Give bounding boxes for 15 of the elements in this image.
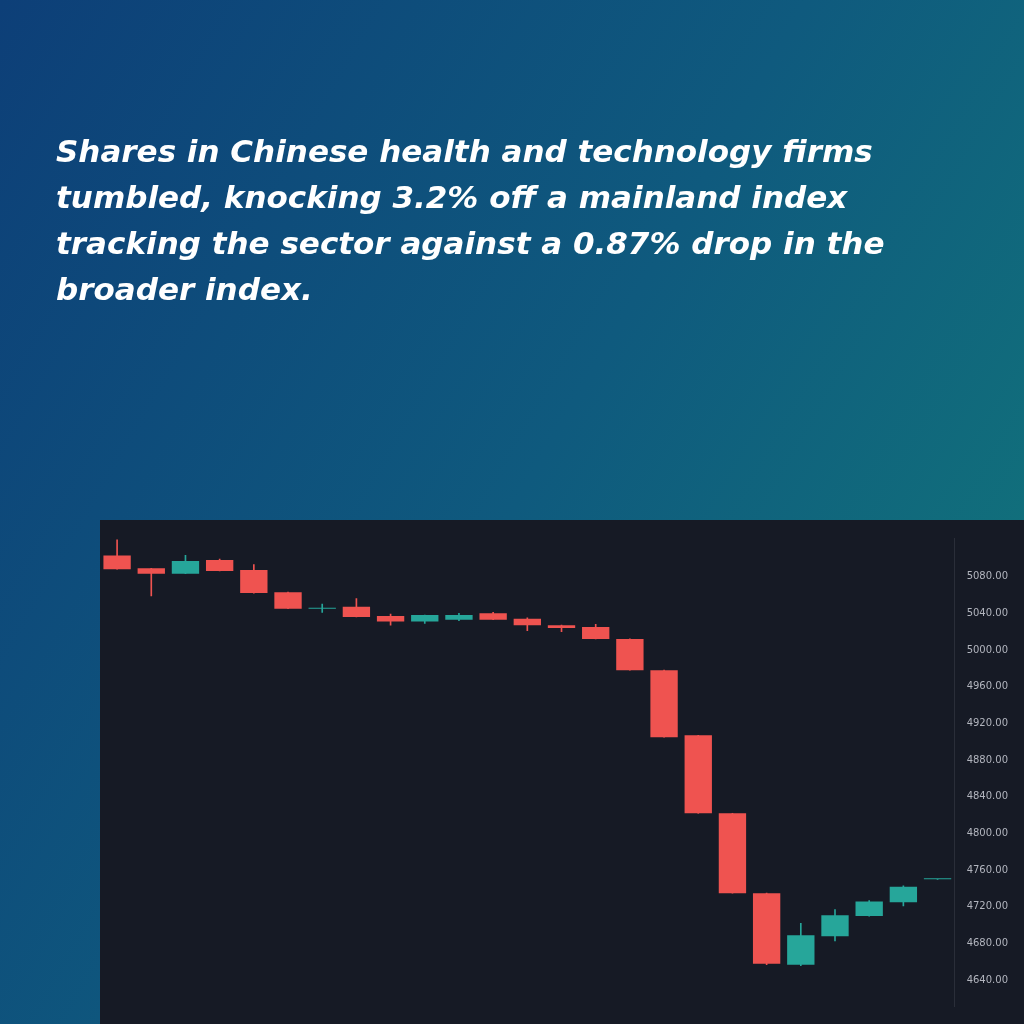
y-tick-label: 4840.00 [966,790,1009,802]
y-tick-label: 4680.00 [966,937,1009,949]
y-tick-label: 5000.00 [966,643,1009,655]
chart-title: Shares in Chinese health and technology firms tumbled, knocking 3.2% off a mainland index tracking the sector against a 0.87% drop in the broader index. [56,132,886,309]
y-tick-label: 5080.00 [966,570,1009,582]
y-tick-label: 4720.00 [966,900,1009,912]
candlestick [308,603,336,613]
y-tick-label: 4880.00 [966,753,1009,765]
y-tick-label: 4760.00 [966,863,1009,875]
y-tick-label: 4640.00 [966,973,1009,985]
candlestick [137,567,165,597]
y-tick-label: 4960.00 [966,680,1009,692]
y-tick-label: 5040.00 [966,606,1009,618]
y-tick-label: 4800.00 [966,827,1009,839]
y-tick-label: 4920.00 [966,716,1009,728]
